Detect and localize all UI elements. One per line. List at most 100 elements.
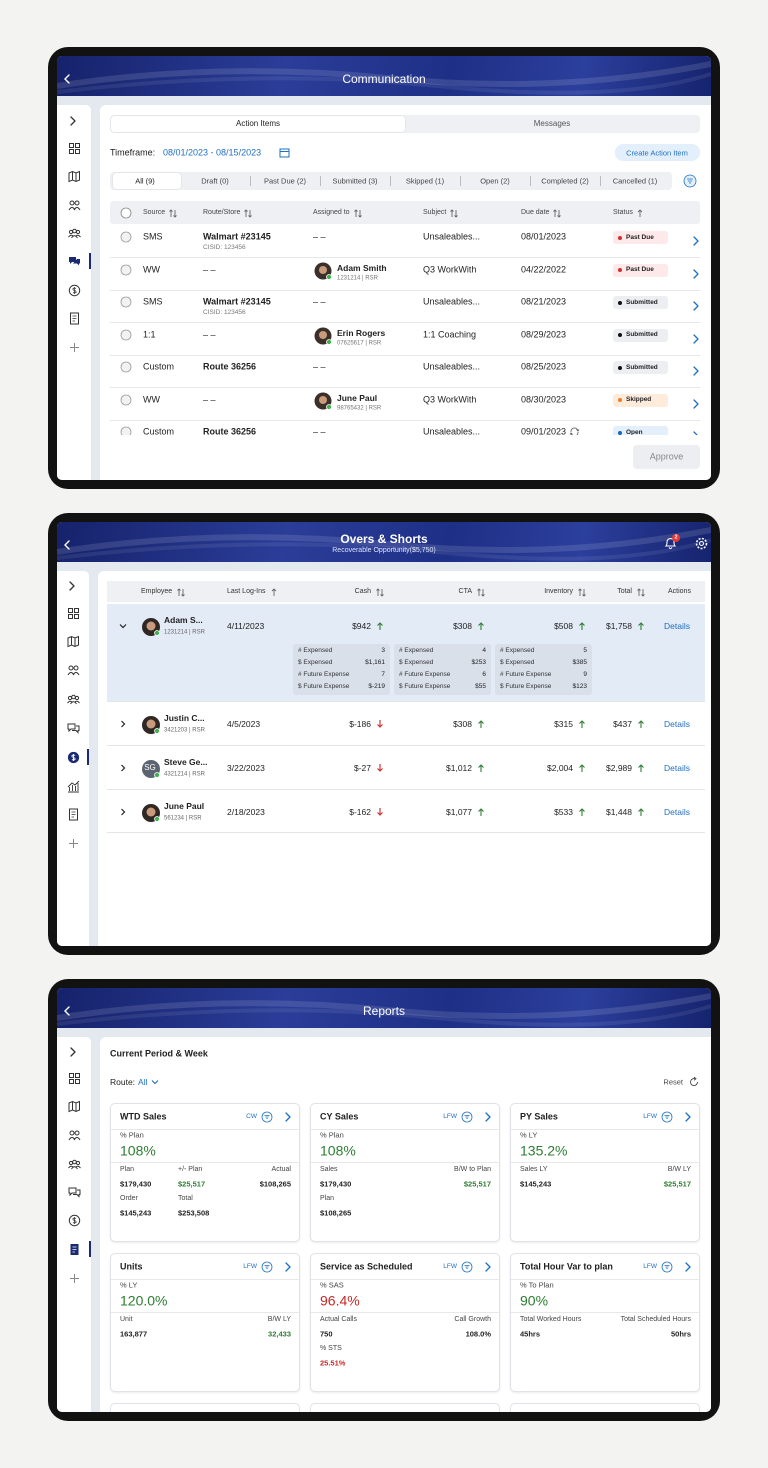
- column-header[interactable]: Employee: [141, 587, 173, 595]
- nav-icon[interactable]: [67, 808, 80, 821]
- tab[interactable]: Messages: [533, 119, 571, 129]
- column-header[interactable]: Route/Store: [203, 208, 241, 216]
- card-filter[interactable]: [661, 1111, 673, 1123]
- card-chevron[interactable]: [483, 1261, 493, 1273]
- nav-icon[interactable]: [66, 693, 80, 706]
- card-chevron[interactable]: [683, 1261, 693, 1273]
- table-row[interactable]: [107, 746, 705, 790]
- filter-button[interactable]: [683, 174, 697, 188]
- column-header[interactable]: Actions: [668, 587, 691, 595]
- nav-icon[interactable]: [68, 1243, 81, 1256]
- card-filter[interactable]: [461, 1111, 473, 1123]
- card-period[interactable]: LFW: [643, 1113, 657, 1121]
- nav-icon[interactable]: [68, 1100, 81, 1113]
- table-row[interactable]: [107, 790, 705, 833]
- row-checkbox[interactable]: [120, 329, 132, 341]
- card-filter[interactable]: [461, 1261, 473, 1273]
- details-link[interactable]: Details: [664, 718, 690, 729]
- details-link[interactable]: Details: [664, 762, 690, 773]
- card-filter[interactable]: [261, 1261, 273, 1273]
- column-header[interactable]: Due date: [521, 208, 550, 216]
- nav-icon[interactable]: [68, 1072, 81, 1085]
- row-checkbox[interactable]: [120, 296, 132, 308]
- details-link[interactable]: Details: [664, 806, 690, 817]
- card-period[interactable]: LFW: [443, 1113, 457, 1121]
- notification-bell[interactable]: [664, 536, 677, 550]
- sort-icon[interactable]: [353, 208, 363, 218]
- table-row[interactable]: Custom Route 36256 – – Unsaleables... 09/01/…: [110, 421, 700, 435]
- row-chevron[interactable]: [691, 235, 700, 247]
- sort-icon[interactable]: [243, 208, 253, 218]
- filter-chip[interactable]: Cancelled (1): [612, 176, 658, 186]
- row-chevron[interactable]: [691, 365, 700, 377]
- sort-icon[interactable]: [168, 208, 178, 218]
- reset-button[interactable]: Reset: [663, 1077, 683, 1087]
- card-chevron[interactable]: [283, 1111, 293, 1123]
- filter-chip[interactable]: Completed (2): [541, 176, 589, 186]
- row-chevron[interactable]: [691, 268, 700, 280]
- sort-icon[interactable]: [375, 587, 385, 597]
- row-checkbox[interactable]: [120, 361, 132, 373]
- approve-label[interactable]: Approve: [649, 451, 684, 462]
- row-chevron[interactable]: [691, 398, 700, 410]
- sort-icon[interactable]: [577, 587, 587, 597]
- sort-icon[interactable]: [552, 208, 562, 218]
- approve-button[interactable]: [633, 445, 700, 469]
- expand-toggle[interactable]: [118, 719, 128, 729]
- nav-icon[interactable]: [68, 170, 81, 183]
- timeframe-value[interactable]: 08/01/2023 - 08/15/2023: [163, 147, 262, 158]
- row-checkbox[interactable]: [120, 426, 132, 435]
- tab[interactable]: Action Items: [235, 119, 281, 129]
- filter-chip[interactable]: Skipped (1): [405, 176, 445, 186]
- nav-icon[interactable]: [68, 255, 81, 268]
- sort-icon[interactable]: [270, 587, 280, 597]
- back-button[interactable]: [63, 1005, 71, 1017]
- row-chevron[interactable]: [691, 430, 700, 435]
- filter-active[interactable]: [113, 173, 181, 189]
- column-header[interactable]: Last Log-Ins: [227, 587, 266, 595]
- reset-icon[interactable]: [688, 1076, 700, 1088]
- nav-icon[interactable]: [67, 227, 81, 240]
- nav-icon[interactable]: [68, 284, 81, 297]
- filter-chip[interactable]: All (9): [135, 176, 155, 186]
- row-chevron[interactable]: [691, 333, 700, 345]
- row-checkbox[interactable]: [120, 394, 132, 406]
- filter-chip[interactable]: Submitted (3): [332, 176, 378, 186]
- nav-icon[interactable]: [68, 1186, 81, 1199]
- nav-icon[interactable]: [68, 1129, 81, 1142]
- column-header[interactable]: Inventory: [544, 587, 573, 595]
- nav-icon[interactable]: [67, 780, 80, 793]
- table-row[interactable]: [107, 702, 705, 746]
- back-button[interactable]: [63, 73, 71, 85]
- table-row[interactable]: 1:1 – – Erin Rogers 07625617 | RSR 1:1 Coach…: [110, 324, 700, 356]
- card-period[interactable]: CW: [246, 1113, 257, 1121]
- nav-icon[interactable]: [67, 722, 80, 735]
- column-header[interactable]: Status: [613, 208, 633, 216]
- filter-chip[interactable]: Draft (0): [201, 176, 229, 186]
- nav-icon[interactable]: [67, 751, 80, 764]
- expand-toggle[interactable]: [118, 621, 128, 631]
- card-period[interactable]: LFW: [243, 1263, 257, 1271]
- column-header[interactable]: Cash: [354, 587, 371, 595]
- nav-icon[interactable]: [68, 199, 81, 212]
- create-button[interactable]: [615, 144, 700, 161]
- table-row[interactable]: WW – – June Paul 98765432 | RSR Q3 WorkWith 0…: [110, 389, 700, 421]
- table-row[interactable]: SMS Walmart #23145 CISID: 123456 – – Unsalea…: [110, 226, 700, 258]
- sort-icon[interactable]: [636, 208, 646, 218]
- nav-icon[interactable]: [68, 341, 81, 354]
- table-row[interactable]: Custom Route 36256 – – Unsaleables... 08/25/…: [110, 356, 700, 388]
- table-row[interactable]: WW – – Adam Smith 1231214 | RSR Q3 WorkWith 0…: [110, 259, 700, 291]
- select-all[interactable]: [120, 207, 132, 219]
- card-chevron[interactable]: [483, 1111, 493, 1123]
- column-header[interactable]: Assigned to: [313, 208, 350, 216]
- route-dropdown[interactable]: [150, 1077, 160, 1087]
- filter-chip[interactable]: Open (2): [480, 176, 510, 186]
- column-header[interactable]: Total: [617, 587, 632, 595]
- column-header[interactable]: Source: [143, 208, 166, 216]
- nav-icon[interactable]: [67, 580, 80, 593]
- details-link[interactable]: Details: [664, 620, 690, 631]
- row-checkbox[interactable]: [120, 231, 132, 243]
- sort-icon[interactable]: [476, 587, 486, 597]
- nav-icon[interactable]: [67, 1158, 81, 1171]
- sort-icon[interactable]: [176, 587, 186, 597]
